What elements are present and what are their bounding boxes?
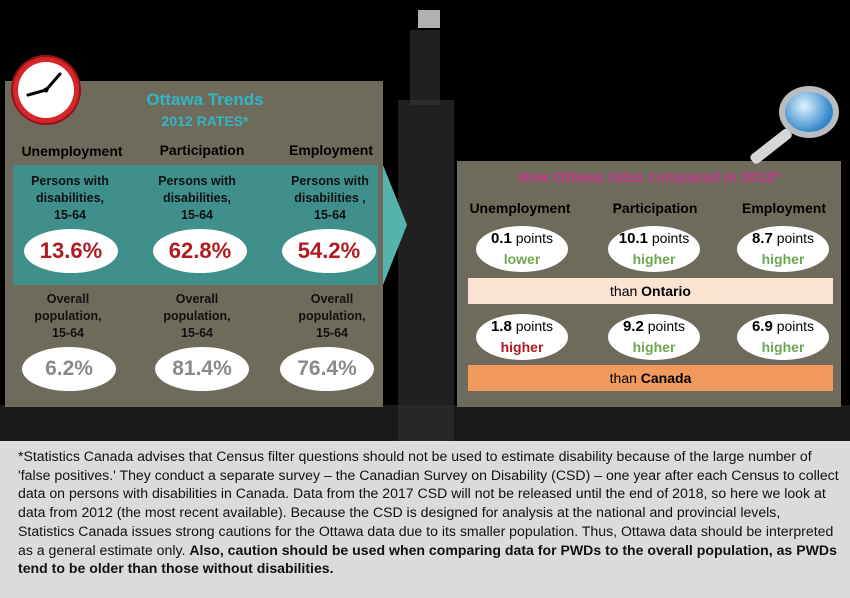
footnote-body: *Statistics Canada advises that Census f…: [18, 448, 839, 558]
pwd-label-employment: Persons with disabilities , 15-64: [291, 174, 369, 222]
overall-employment-value: 76.4%: [280, 347, 374, 391]
pill-direction: higher: [500, 339, 544, 355]
overall-label-participation: Overall population, 15-64: [163, 292, 231, 340]
footnote-panel: [0, 441, 850, 598]
pwd-unemployment-value: 13.6%: [24, 229, 118, 273]
pill-number: 0.1: [490, 230, 512, 247]
pill-unit: points: [651, 230, 690, 246]
overall-label-employment: Overall population, 15-64: [298, 292, 366, 340]
r-col-employment: Employment: [741, 200, 826, 216]
ontario-employment-pill: 8.7 points higher: [737, 226, 829, 272]
pill-direction: higher: [632, 339, 676, 355]
clock-hands: [26, 72, 62, 97]
tower-silhouette: [398, 100, 454, 441]
than-ontario-prefix: than: [610, 283, 638, 299]
pill-direction: higher: [761, 339, 805, 355]
pill-direction: higher: [632, 251, 676, 267]
left-title: Ottawa Trends: [146, 90, 264, 109]
ontario-participation-pill: 10.1 points higher: [608, 226, 700, 272]
footnote-caution: Also, caution should be used when compar…: [18, 541, 837, 577]
col-participation: Participation: [159, 142, 245, 158]
pwd-employment-value: 54.2%: [282, 229, 376, 273]
canada-employment-pill: 6.9 points higher: [737, 314, 829, 360]
pwd-label-participation: Persons with disabilities, 15-64: [158, 174, 236, 222]
than-canada-label: Canada: [640, 370, 692, 386]
left-subtitle: 2012 RATES*: [161, 113, 249, 129]
ontario-unemployment-pill: 0.1 points lower: [476, 226, 568, 272]
than-canada-prefix: than: [609, 370, 637, 386]
overall-unemployment-value: 6.2%: [22, 347, 116, 391]
pwd-label-unemployment: Persons with disabilities, 15-64: [31, 174, 109, 222]
footnote-text: *Statistics Canada advises that Census f…: [18, 447, 840, 578]
tower-flag: [418, 10, 440, 28]
than-ontario-label: Ontario: [641, 283, 691, 299]
overall-participation-value: 81.4%: [155, 347, 249, 391]
than-canada-bar: than Canada: [468, 365, 833, 391]
col-unemployment: Unemployment: [21, 143, 123, 159]
tower-spire: [410, 30, 440, 105]
than-ontario-bar: than Ontario: [468, 278, 833, 304]
overall-label-unemployment: Overall population, 15-64: [34, 292, 102, 340]
magnifier-icon: [779, 86, 839, 138]
pwd-participation-value: 62.8%: [153, 229, 247, 273]
pill-number: 8.7: [751, 230, 773, 247]
pill-unit: points: [515, 318, 554, 334]
r-col-participation: Participation: [612, 200, 698, 216]
r-col-unemployment: Unemployment: [469, 200, 571, 216]
pill-number: 9.2: [622, 318, 644, 335]
col-employment: Employment: [288, 142, 373, 158]
pill-number: 6.9: [751, 318, 773, 335]
comparison-title: How Ottawa rates compared in 2012*: [517, 169, 781, 186]
pill-number: 1.8: [490, 318, 512, 335]
pill-unit: points: [776, 318, 815, 334]
pill-unit: points: [647, 318, 686, 334]
pill-unit: points: [776, 230, 815, 246]
canada-unemployment-pill: 1.8 points higher: [476, 314, 568, 360]
clock-face: [18, 62, 74, 118]
pill-unit: points: [515, 230, 554, 246]
pill-number: 10.1: [618, 230, 648, 247]
pill-direction: higher: [761, 251, 805, 267]
pill-direction: lower: [503, 251, 541, 267]
arrow-right-icon: [383, 165, 407, 285]
magnifier-handle: [748, 127, 794, 166]
building-silhouette: [0, 405, 850, 445]
canada-participation-pill: 9.2 points higher: [608, 314, 700, 360]
